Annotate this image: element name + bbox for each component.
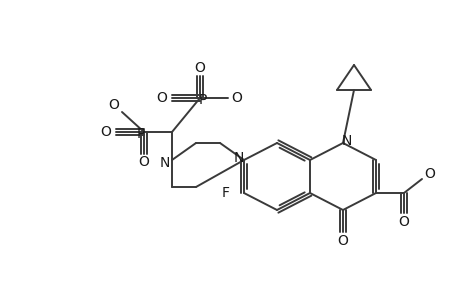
- Text: O: O: [337, 234, 347, 248]
- Text: P: P: [136, 127, 145, 141]
- Text: F: F: [222, 186, 230, 200]
- Text: N: N: [159, 156, 170, 170]
- Text: O: O: [231, 91, 242, 105]
- Text: O: O: [138, 155, 149, 169]
- Text: O: O: [101, 125, 111, 139]
- Text: O: O: [194, 61, 205, 75]
- Text: O: O: [108, 98, 119, 112]
- Text: O: O: [424, 167, 435, 181]
- Text: N: N: [233, 151, 244, 165]
- Text: P: P: [198, 93, 207, 107]
- Text: O: O: [397, 215, 409, 229]
- Text: O: O: [156, 91, 167, 105]
- Text: N: N: [341, 134, 352, 148]
